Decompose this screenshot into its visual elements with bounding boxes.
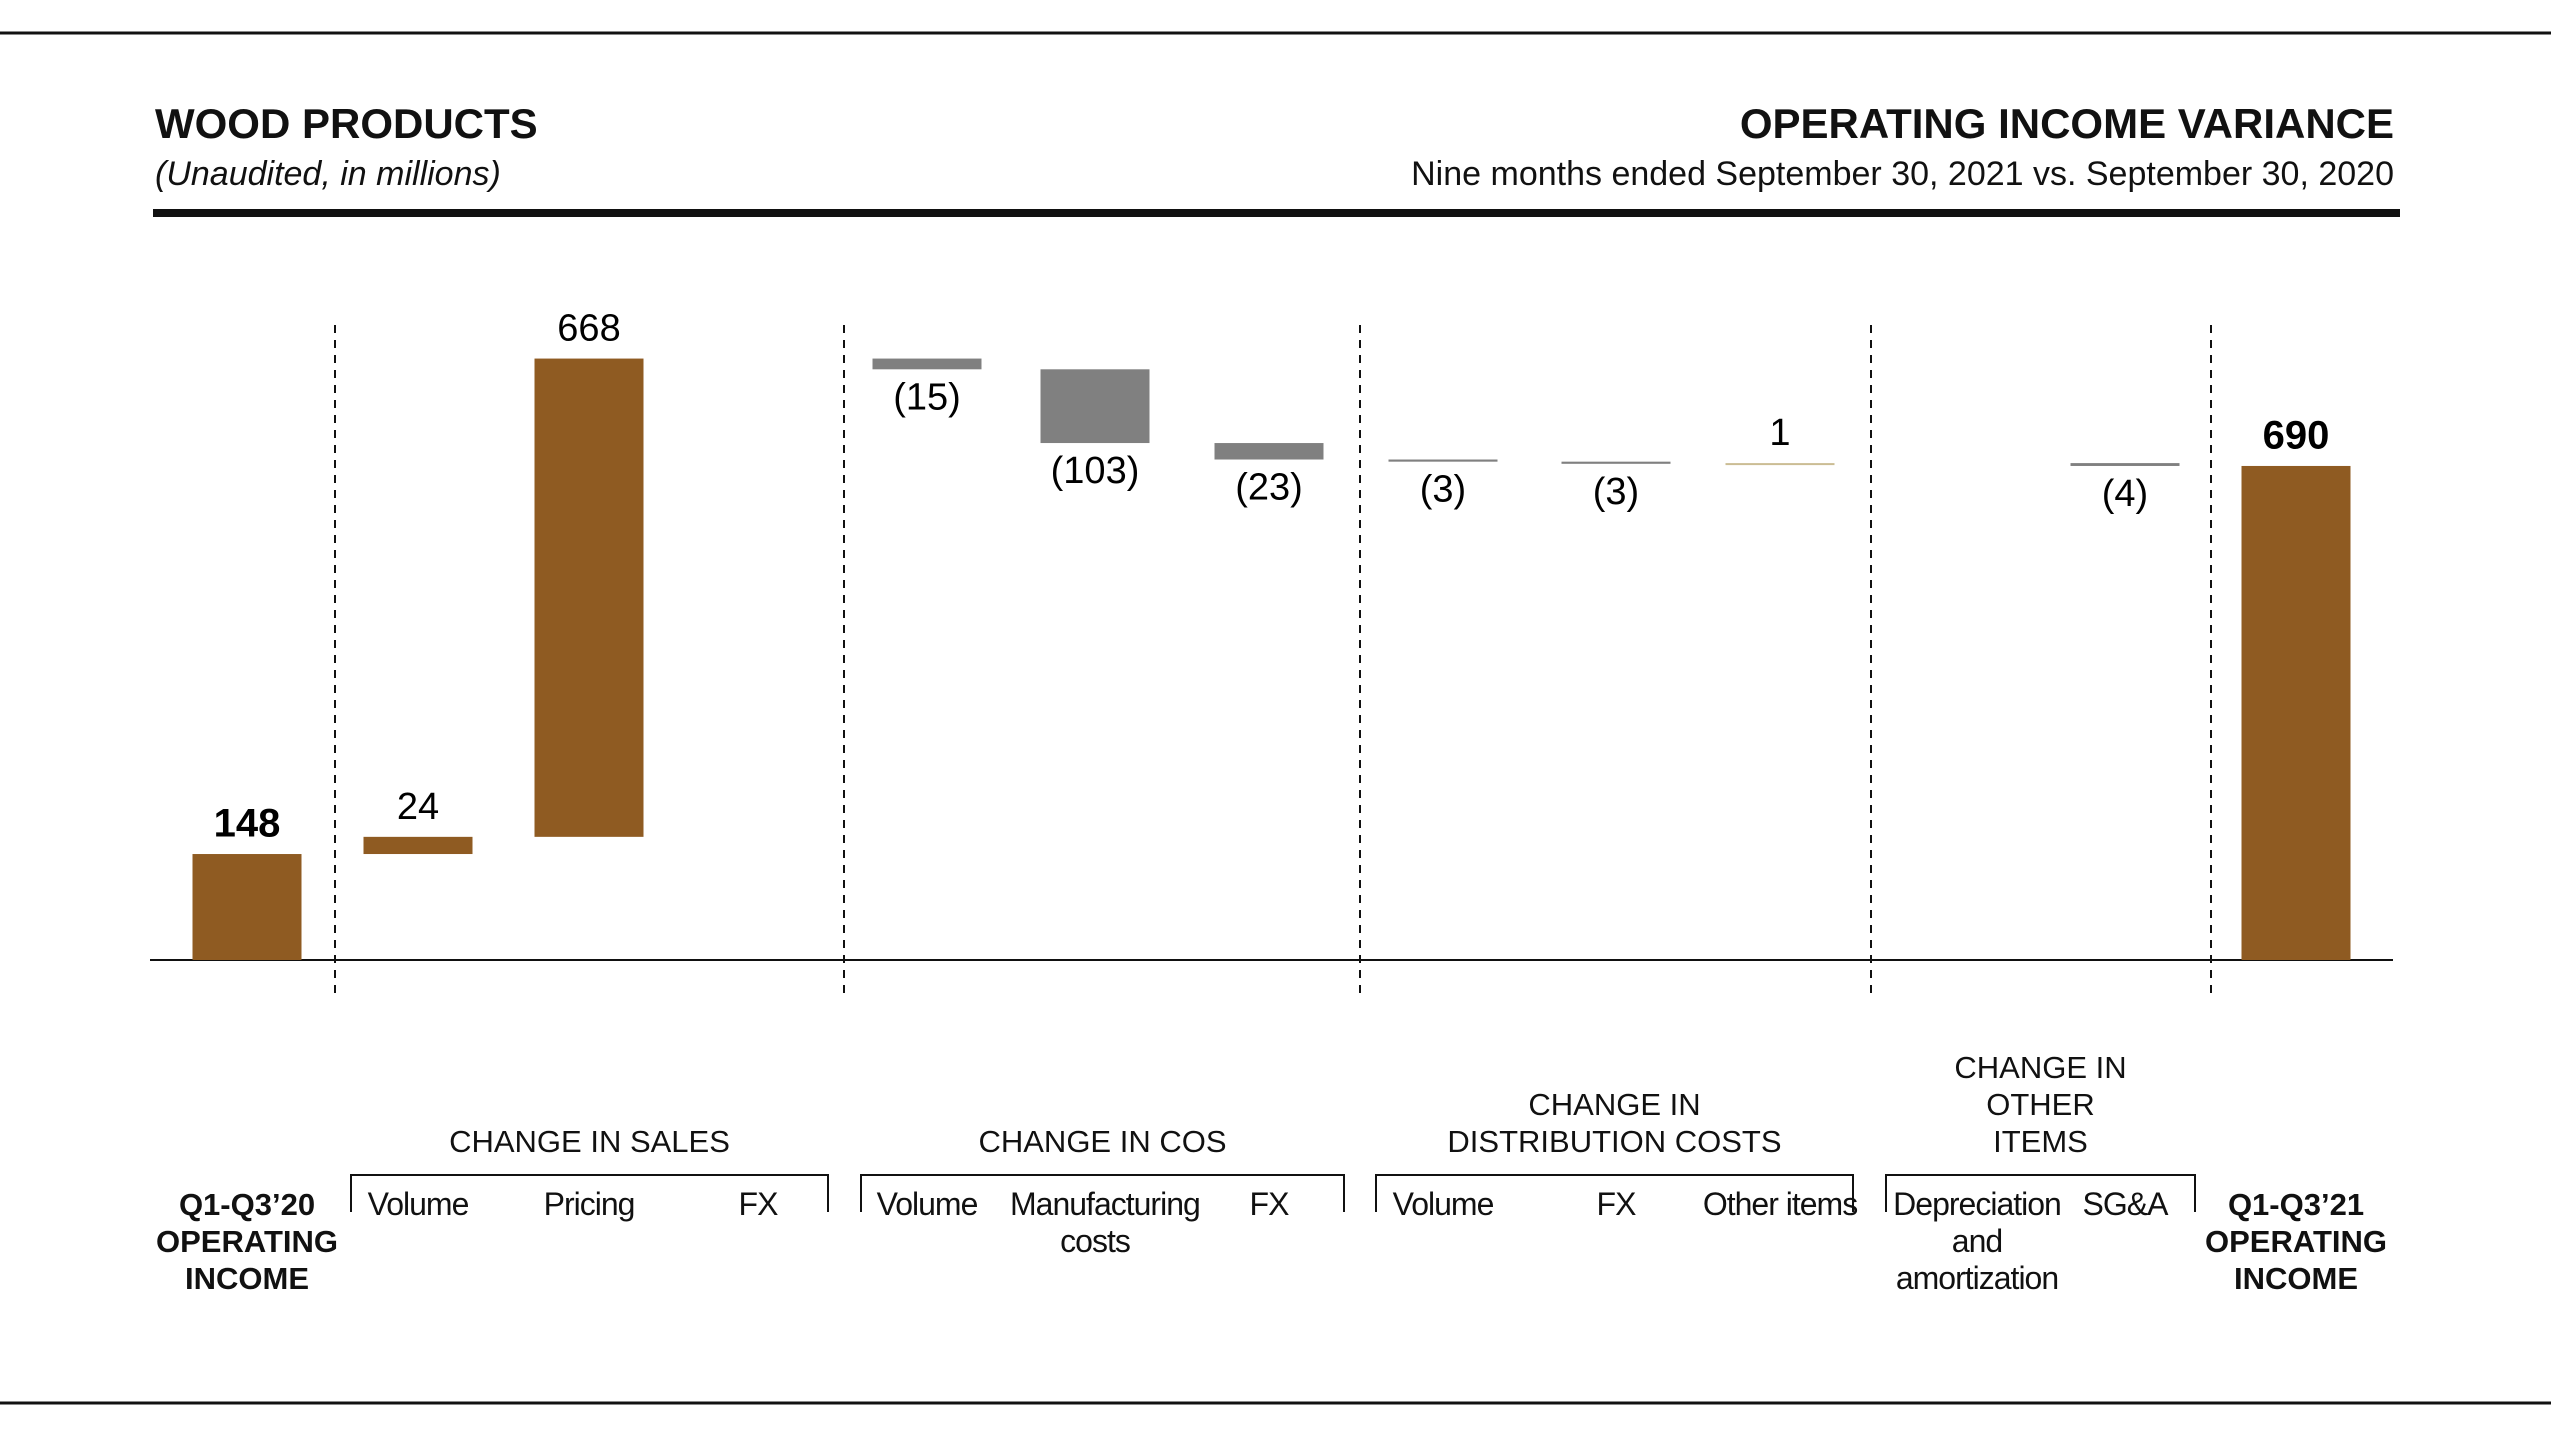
x-tick-label: Manufacturing costs xyxy=(1010,1186,1201,1259)
total-value-label: 690 xyxy=(2263,414,2330,458)
value-label: (15) xyxy=(893,376,961,418)
total-bar xyxy=(2241,465,2351,960)
x-tick-label: SG&A xyxy=(2082,1186,2169,1222)
x-tick-label: FX xyxy=(1596,1186,1637,1222)
bar xyxy=(534,358,644,837)
bar xyxy=(1561,461,1671,464)
right-title: OPERATING INCOME VARIANCE xyxy=(1739,100,2394,147)
value-label: (4) xyxy=(2102,473,2148,515)
group-label: CHANGE IN SALES xyxy=(449,1124,730,1159)
bar xyxy=(2070,463,2180,466)
total-label: Q1-Q3’21 OPERATING INCOME xyxy=(2205,1187,2387,1296)
value-label: 668 xyxy=(557,308,620,350)
chart-title: WOOD PRODUCTS xyxy=(155,100,538,147)
x-tick-label: Depreciation and amortization xyxy=(1893,1186,2062,1296)
bar xyxy=(363,836,473,855)
group-label: CHANGE IN COS xyxy=(978,1124,1227,1159)
x-tick-label: FX xyxy=(738,1186,779,1222)
group-label: CHANGE IN DISTRIBUTION COSTS xyxy=(1447,1087,1782,1159)
total-value-label: 148 xyxy=(214,802,281,846)
x-tick-label: Pricing xyxy=(543,1186,636,1222)
group-label: CHANGE IN OTHER ITEMS xyxy=(1954,1050,2127,1159)
x-tick-label: FX xyxy=(1249,1186,1290,1222)
value-label: (3) xyxy=(1420,469,1466,511)
bar xyxy=(872,358,982,370)
bar xyxy=(1388,459,1498,462)
group-bracket xyxy=(1375,1174,1854,1212)
total-label: Q1-Q3’20 OPERATING INCOME xyxy=(156,1187,338,1296)
total-bar xyxy=(192,854,302,960)
value-label: (3) xyxy=(1593,471,1639,513)
right-subtitle: Nine months ended September 30, 2021 vs.… xyxy=(1411,155,2394,193)
value-label: (103) xyxy=(1051,450,1140,492)
value-label: (23) xyxy=(1235,467,1303,509)
x-tick-label: Other items xyxy=(1702,1186,1858,1222)
value-label: 1 xyxy=(1769,412,1790,454)
chart-subtitle: (Unaudited, in millions) xyxy=(155,155,501,193)
bar xyxy=(1725,463,1835,466)
value-label: 24 xyxy=(397,786,439,828)
bar xyxy=(1040,369,1150,444)
group-bracket xyxy=(860,1174,1345,1212)
x-tick-label: Volume xyxy=(876,1186,979,1222)
group-bracket xyxy=(1885,1174,2196,1212)
bar xyxy=(1214,443,1324,460)
group-bracket xyxy=(350,1174,829,1212)
x-tick-label: Volume xyxy=(1392,1186,1495,1222)
x-tick-label: Volume xyxy=(367,1186,470,1222)
